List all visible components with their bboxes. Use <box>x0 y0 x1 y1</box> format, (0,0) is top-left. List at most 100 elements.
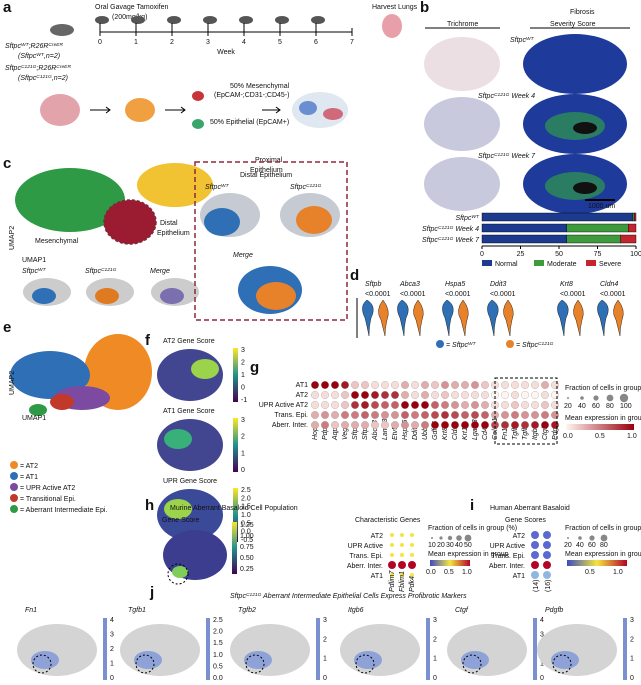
superscript: C121G <box>306 183 322 189</box>
week-label: 1 <box>134 39 138 46</box>
dot <box>411 421 419 429</box>
dot <box>511 381 519 389</box>
dot <box>421 401 429 409</box>
violin <box>557 299 569 337</box>
legend-dot <box>589 535 595 541</box>
dot-marker <box>400 573 404 577</box>
dot-marker <box>390 543 394 547</box>
colorbar-tick: 1 <box>241 450 245 457</box>
umap-cluster <box>299 101 317 115</box>
panel-letter: d <box>350 267 359 284</box>
superscript: WT <box>468 341 477 347</box>
text-part: Week 7 <box>453 237 480 244</box>
dot <box>431 381 439 389</box>
box-label: SftpcWT <box>205 183 230 192</box>
legend-tick: 100 <box>620 403 632 410</box>
colorbar-tick: 3 <box>433 617 437 624</box>
dot <box>311 411 319 419</box>
label: Fraction of cells in group (%) <box>565 525 641 532</box>
p-value: <0.0001 <box>600 291 626 298</box>
legend-dot <box>10 494 18 502</box>
dot <box>541 401 549 409</box>
dot-marker <box>390 573 394 577</box>
legend-dot <box>464 534 472 542</box>
gene-label: Krt8 <box>560 281 573 288</box>
dot-marker <box>410 543 414 547</box>
dot <box>481 391 489 399</box>
dot <box>461 411 469 419</box>
column-label: (16) <box>545 580 552 592</box>
umap <box>537 624 617 676</box>
umap-cluster <box>296 206 332 234</box>
dot <box>501 421 509 429</box>
umap-distal <box>103 199 157 245</box>
dot-marker <box>400 533 404 537</box>
dot <box>461 391 469 399</box>
gene-label: Itgb6 <box>348 607 364 614</box>
dot <box>461 381 469 389</box>
colorbar-tick: 3 <box>540 632 544 639</box>
gene-label: Lgals3 <box>472 419 479 440</box>
legend-dot <box>10 472 18 480</box>
colorbar-tick: 1.25 <box>240 522 254 529</box>
superscript: WT <box>36 52 45 58</box>
text-part: Sftpc <box>478 153 494 160</box>
gene-label: Hspa5 <box>402 420 409 440</box>
dot <box>431 401 439 409</box>
dot <box>551 391 559 399</box>
panel-title: AT1 Gene Score <box>163 408 215 415</box>
group-label: Aberr. Inter. <box>272 422 308 429</box>
legend-label: Moderate <box>547 261 577 268</box>
dot <box>511 411 519 419</box>
text-part: ;R26R <box>29 43 49 50</box>
violin <box>503 299 514 337</box>
dot-marker <box>390 553 394 557</box>
dot <box>401 401 409 409</box>
umap-hot <box>172 566 188 578</box>
category-label: SftpcWT <box>455 214 480 223</box>
small-umap-cluster <box>95 288 119 304</box>
colorbar-tick: 1.00 <box>240 533 254 540</box>
dot <box>361 391 369 399</box>
label: Harvest Lungs <box>372 4 418 11</box>
violin <box>362 299 374 337</box>
umap <box>447 624 527 676</box>
text-part: = Sftpc <box>446 342 468 349</box>
superscript: C121G <box>494 92 510 98</box>
colorbar-tick: 1 <box>540 661 544 668</box>
gene-label: Krt19 <box>462 423 469 440</box>
umap-expr <box>551 651 579 669</box>
group-label: Aberr. Inter. <box>489 563 525 570</box>
superscript: CreER <box>56 64 71 70</box>
legend-tick: 1.0 <box>627 433 637 440</box>
legend-dot <box>10 461 18 469</box>
cells <box>125 98 155 122</box>
legend-tick: 0.5 <box>444 569 454 576</box>
dot <box>451 401 459 409</box>
legend-label: = SftpcC121G <box>516 341 554 350</box>
dot <box>361 421 369 429</box>
legend-tick: 40 <box>578 403 586 410</box>
label: Gene Score <box>162 517 199 524</box>
legend-tick: 0.0 <box>426 569 436 576</box>
dot <box>311 401 319 409</box>
colorbar <box>206 618 210 680</box>
text-part: ;R26R <box>36 65 56 72</box>
gene-label: Ctgf <box>455 607 469 614</box>
highlight <box>462 654 482 674</box>
text-part: ,n=2) <box>52 75 68 82</box>
colorbar-tick: 0 <box>110 675 114 682</box>
colorbar-tick: 3 <box>241 417 245 424</box>
dot <box>531 391 539 399</box>
dot <box>401 421 409 429</box>
group-label: (SftpcWT,n=2) <box>18 52 60 61</box>
umap-cluster <box>256 282 296 310</box>
dot <box>511 391 519 399</box>
arrow <box>262 106 281 114</box>
dot <box>441 401 449 409</box>
superscript: WT <box>38 267 47 273</box>
label: Fibrosis <box>570 9 595 16</box>
dot-marker <box>543 551 551 559</box>
colorbar-tick: 2 <box>241 434 245 441</box>
bar <box>634 212 637 222</box>
